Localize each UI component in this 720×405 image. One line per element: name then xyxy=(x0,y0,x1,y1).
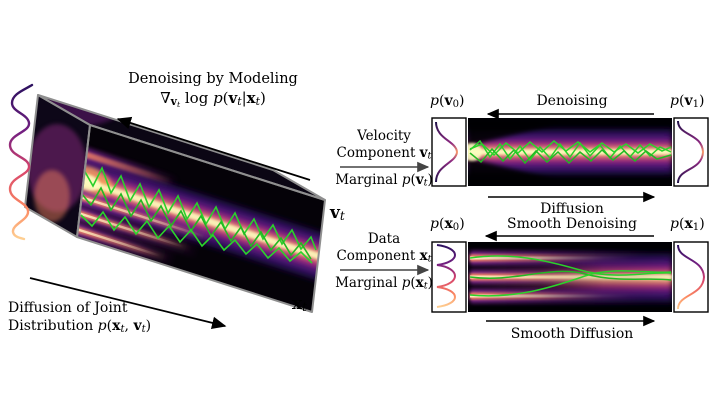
pv1-density-curve xyxy=(677,120,705,184)
pv0-label: p(v0) xyxy=(430,93,465,110)
velocity-trajectories xyxy=(469,139,672,165)
velocity-panel-art xyxy=(431,108,709,203)
joint-box xyxy=(8,83,326,330)
px0-marginal-box xyxy=(431,241,467,313)
denoising-label: Denoising xyxy=(536,93,608,109)
velocity-trajectory-2 xyxy=(469,147,672,165)
velocity-strip-core xyxy=(468,149,672,155)
velocity-strip-taper-top xyxy=(468,124,556,146)
velocity-trajectory-1 xyxy=(469,139,672,162)
denoising-modeling-title: Denoising by Modeling xyxy=(128,71,298,87)
velocity-label: Velocity xyxy=(357,128,411,144)
data-marginal-label: Marginal p(xt) xyxy=(335,275,433,292)
joint-trajectory-1 xyxy=(83,165,317,251)
axis-label-vt: vt xyxy=(330,203,345,224)
data-label: Data xyxy=(367,231,401,247)
smooth-denoising-label: Smooth Denoising xyxy=(507,216,637,232)
velocity-component-label: Component vt xyxy=(336,145,432,162)
data-trajectories xyxy=(469,255,672,297)
data-component-label: Component xt xyxy=(336,248,432,265)
joint-trajectories xyxy=(80,165,317,264)
data-trajectory-1 xyxy=(469,255,672,276)
velocity-strip-taper-bottom xyxy=(468,158,556,180)
px0-density-curve xyxy=(436,244,456,308)
joint-stripe-2c xyxy=(77,207,185,248)
joint-stripe-0o xyxy=(82,150,175,186)
box-front-edges xyxy=(76,124,326,313)
px1-label: p(x1) xyxy=(670,216,705,233)
diffusion-joint-line2: Distribution p(xt, vt) xyxy=(8,318,152,335)
joint-trajectory-2 xyxy=(80,186,312,260)
data-trajectory-3 xyxy=(469,270,672,297)
joint-stripe-3c xyxy=(77,222,161,257)
px1-density-curve xyxy=(677,244,706,310)
velocity-strip-hotspot xyxy=(468,143,482,161)
data-trajectory-2 xyxy=(469,270,672,281)
joint-marginal-curve xyxy=(8,83,34,241)
px1-marginal-box xyxy=(673,241,709,313)
px0-label: p(x0) xyxy=(430,216,465,233)
diffusion-joint-line1: Diffusion of Joint xyxy=(8,300,128,316)
smooth-diffusion-label: Smooth Diffusion xyxy=(510,326,634,342)
data-panel-art xyxy=(431,230,709,327)
box-top-face xyxy=(38,95,325,200)
velocity-trajectory-3 xyxy=(469,140,672,157)
box-left-glow-orange xyxy=(34,170,70,222)
diffusion-label: Diffusion xyxy=(540,201,604,217)
axis-label-xt: xt xyxy=(292,294,308,315)
velocity-marginal-label: Marginal p(vt) xyxy=(335,172,433,189)
pv0-density-curve xyxy=(435,121,459,183)
denoising-arrow-left-icon xyxy=(116,116,311,181)
pv1-label: p(v1) xyxy=(670,93,705,110)
score-formula: ∇vt log p(vt|xt) xyxy=(160,89,266,109)
diffusion-arrow-right-icon xyxy=(29,277,227,330)
joint-trajectory-3 xyxy=(80,210,313,264)
